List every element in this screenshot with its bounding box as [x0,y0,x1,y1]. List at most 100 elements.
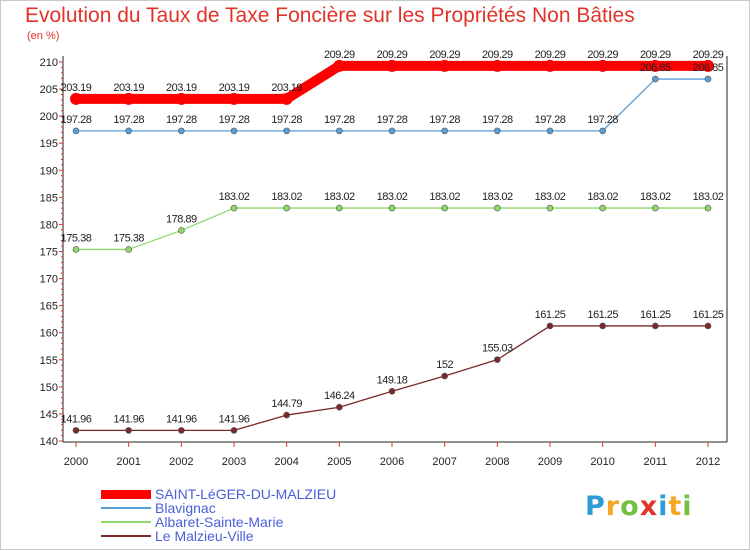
data-point [280,92,293,105]
data-label: 183.02 [640,191,671,203]
data-point [178,227,185,234]
data-label: 161.25 [693,309,724,321]
data-point [388,204,396,212]
data-point [652,75,659,83]
data-point [599,204,606,212]
legend-swatch [101,507,151,509]
data-point [122,92,135,105]
data-label: 203.19 [166,82,197,94]
y-tick-label: 150 [40,382,58,394]
x-tick-label: 2005 [327,456,351,468]
data-point [72,246,80,253]
data-point [704,204,712,212]
y-tick-label: 200 [40,111,58,123]
data-point [175,92,188,105]
data-point [441,372,448,380]
x-tick-label: 2003 [222,456,246,468]
data-point [388,127,396,135]
logo-letter: o [620,491,640,522]
logo-letter: x [639,491,659,522]
x-tick-label: 2006 [380,456,404,468]
logo-letter: t [668,491,683,522]
data-label: 183.02 [324,191,355,203]
legend-label: Le Malzieu-Ville [155,528,254,544]
y-tick-label: 180 [40,219,58,231]
data-point [546,127,554,135]
y-axis-unit-label: (en %) [27,30,60,42]
y-tick-label: 140 [40,436,58,448]
data-label: 209.29 [587,49,618,61]
data-point [70,92,82,105]
data-point [652,204,659,212]
data-label: 144.79 [271,398,302,410]
data-label: 197.28 [482,114,513,126]
data-label: 209.29 [377,49,408,61]
chart-title: Evolution du Taux de Taxe Foncière sur l… [25,4,635,27]
data-label: 203.19 [61,82,92,94]
data-label: 206.85 [693,62,724,74]
data-point [125,246,132,253]
data-label: 149.18 [377,374,408,386]
data-point [72,127,80,135]
data-label: 141.96 [113,413,144,425]
data-point [230,127,238,135]
data-point [596,59,609,72]
data-point [704,75,712,83]
x-tick-label: 2007 [432,456,456,468]
data-point [230,427,238,434]
data-label: 206.85 [640,62,671,74]
data-point [649,59,662,72]
y-tick-label: 185 [40,192,58,204]
data-label: 183.02 [271,191,302,203]
data-label: 197.28 [535,114,566,126]
data-point [336,204,343,212]
data-label: 141.96 [219,413,250,425]
data-label: 209.29 [693,49,724,61]
x-tick-label: 2001 [116,456,140,468]
data-point [333,59,346,72]
data-label: 209.29 [429,49,460,61]
legend-label: SAINT-LéGER-DU-MALZIEU [155,486,337,502]
data-label: 209.29 [482,49,513,61]
data-point [438,59,451,72]
data-label: 183.02 [693,191,724,203]
data-label: 183.02 [377,191,408,203]
data-label: 183.02 [429,191,460,203]
legend-swatch [101,535,151,537]
data-label: 141.96 [166,413,197,425]
data-point [546,204,554,212]
data-point [599,322,606,330]
data-point [491,59,504,72]
legend-label: Blavignac [155,500,216,516]
x-tick-label: 2009 [538,456,562,468]
data-label: 197.28 [587,114,618,126]
data-label: 197.28 [166,114,197,126]
legend-item-saint-leger: SAINT-LéGER-DU-MALZIEU [101,487,336,501]
data-label: 178.89 [166,213,197,225]
legend-item-albaret: Albaret-Sainte-Marie [101,515,336,529]
data-point [283,204,290,212]
legend-item-blavignac: Blavignac [101,501,336,515]
legend-label: Albaret-Sainte-Marie [155,514,284,530]
data-point [228,92,240,105]
data-label: 197.28 [219,114,250,126]
legend: SAINT-LéGER-DU-MALZIEU Blavignac Albaret… [101,487,336,543]
data-label: 203.19 [113,82,144,94]
data-label: 183.02 [535,191,566,203]
data-label: 183.02 [587,191,618,203]
y-tick-label: 205 [40,84,58,96]
data-label: 197.28 [429,114,460,126]
data-point [283,127,290,135]
logo-letter: r [605,491,621,522]
data-point [336,127,343,135]
data-label: 197.28 [271,114,302,126]
data-point [494,356,501,363]
data-label: 209.29 [535,49,566,61]
data-label: 155.03 [482,343,513,355]
data-label: 197.28 [61,114,92,126]
data-point [125,427,132,434]
x-tick-label: 2008 [485,456,509,468]
data-label: 161.25 [535,309,566,321]
x-tick-label: 2004 [274,456,298,468]
data-label: 183.02 [219,191,250,203]
